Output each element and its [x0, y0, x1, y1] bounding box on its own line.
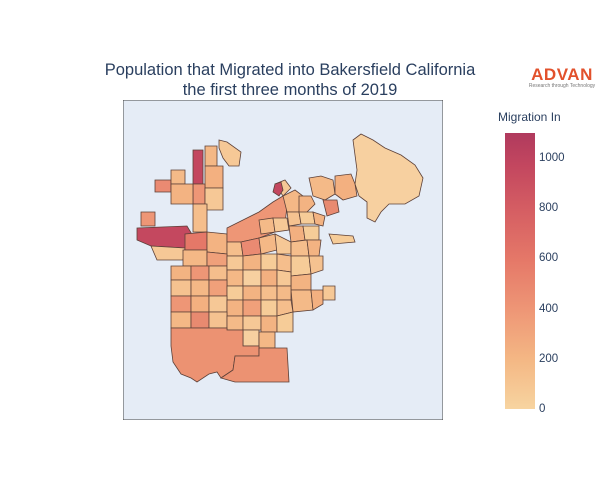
tract-region[interactable] [204, 165, 224, 189]
tract-region[interactable] [190, 265, 210, 281]
tract-region[interactable] [226, 255, 244, 271]
tract-region[interactable] [206, 251, 228, 267]
tract-region[interactable] [298, 211, 316, 225]
tract-region[interactable] [306, 239, 322, 257]
tract-region[interactable] [260, 299, 278, 317]
tract-region[interactable] [204, 145, 218, 167]
tract-region[interactable] [154, 179, 172, 193]
tract-region[interactable] [192, 149, 204, 185]
tract-region[interactable] [192, 203, 208, 233]
tract-region[interactable] [260, 253, 278, 271]
tract-region[interactable] [208, 265, 228, 281]
tract-region[interactable] [260, 269, 278, 287]
tract-region[interactable] [260, 285, 278, 301]
tract-region[interactable] [242, 329, 260, 347]
tract-region[interactable] [272, 181, 284, 197]
tract-region[interactable] [258, 331, 276, 349]
tract-region[interactable] [226, 241, 244, 257]
advan-logo: ADVAN Research through Technology [528, 66, 596, 90]
tract-region[interactable] [290, 255, 312, 277]
tract-region[interactable] [276, 285, 292, 301]
colorbar-tick-label: 800 [539, 202, 559, 215]
tract-region[interactable] [310, 289, 324, 311]
colorbar-tick-label: 400 [539, 302, 559, 315]
tract-region[interactable] [182, 249, 208, 267]
tract-region[interactable] [288, 225, 306, 243]
tract-region[interactable] [190, 311, 210, 329]
tract-region[interactable] [242, 299, 262, 317]
tract-region[interactable] [328, 233, 356, 245]
tract-region[interactable] [184, 231, 208, 251]
tract-region[interactable] [226, 299, 244, 317]
tract-region[interactable] [170, 311, 192, 329]
tract-region[interactable] [170, 279, 192, 297]
tract-region[interactable] [290, 289, 314, 313]
logo-tagline: Research through Technology [528, 83, 596, 89]
tract-region[interactable] [140, 211, 156, 227]
chart-title: Population that Migrated into Bakersfiel… [40, 60, 540, 100]
tract-region[interactable] [150, 245, 186, 261]
colorbar-title: Migration In [498, 110, 561, 124]
tract-region[interactable] [276, 311, 294, 333]
tract-region[interactable] [170, 295, 192, 313]
tract-region[interactable] [290, 273, 312, 291]
tract-region[interactable] [208, 311, 228, 329]
tract-region[interactable] [242, 253, 262, 271]
colorbar-gradient [505, 133, 535, 409]
tract-region[interactable] [208, 279, 228, 297]
choropleth-map[interactable] [123, 100, 443, 420]
tract-regions [136, 133, 424, 383]
tract-region[interactable] [218, 139, 242, 167]
tract-region[interactable] [208, 295, 228, 313]
tract-region[interactable] [170, 183, 194, 205]
colorbar-tick-label: 600 [539, 252, 559, 265]
tract-region[interactable] [258, 217, 276, 235]
tract-region[interactable] [322, 199, 340, 217]
tract-region[interactable] [242, 285, 262, 301]
tract-region[interactable] [226, 315, 244, 331]
tract-region[interactable] [298, 195, 316, 215]
tract-region[interactable] [312, 211, 326, 227]
colorbar-tick-label: 1000 [539, 152, 565, 165]
tract-region[interactable] [302, 225, 320, 241]
tract-region[interactable] [276, 253, 292, 273]
tract-region[interactable] [190, 279, 210, 297]
logo-wordmark: ADVAN [531, 65, 593, 84]
tract-region[interactable] [204, 187, 224, 211]
colorbar-tick-label: 0 [539, 403, 546, 415]
tract-region[interactable] [276, 269, 292, 287]
tract-region[interactable] [242, 315, 262, 331]
tract-region[interactable] [190, 295, 210, 313]
tract-region[interactable] [260, 315, 278, 333]
tract-region[interactable] [258, 233, 278, 255]
tract-region[interactable] [286, 211, 302, 227]
chart-title-line-2: the first three months of 2019 [182, 81, 398, 99]
tract-region[interactable] [220, 347, 290, 383]
chart-title-line-1: Population that Migrated into Bakersfiel… [104, 61, 476, 79]
tract-region[interactable] [242, 269, 262, 287]
tract-region[interactable] [192, 183, 206, 205]
tract-region[interactable] [308, 255, 324, 275]
tract-region[interactable] [352, 133, 424, 223]
tract-region[interactable] [170, 265, 192, 281]
tract-region[interactable] [272, 217, 290, 233]
tract-region[interactable] [226, 269, 244, 287]
tract-region[interactable] [290, 239, 310, 257]
tract-region[interactable] [322, 285, 336, 301]
tract-region[interactable] [334, 173, 358, 201]
colorbar-tick-label: 200 [539, 352, 559, 365]
tract-region[interactable] [226, 285, 244, 301]
tract-region[interactable] [206, 231, 228, 255]
tract-region[interactable] [170, 169, 186, 185]
